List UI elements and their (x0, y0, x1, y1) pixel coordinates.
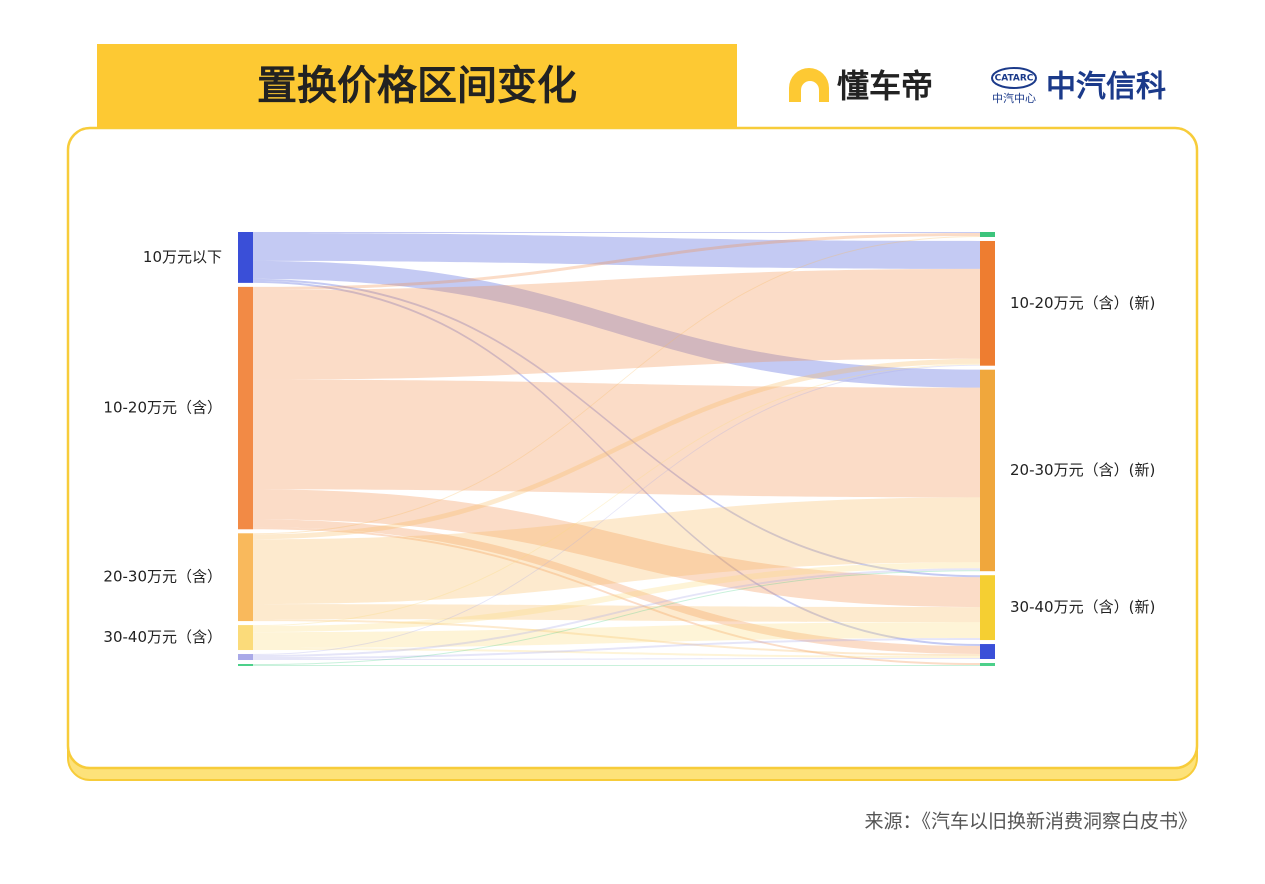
flow (253, 568, 980, 658)
flow (253, 665, 980, 666)
target-node (980, 575, 995, 641)
flow (253, 658, 980, 661)
source-label: 10-20万元（含） (103, 399, 222, 417)
flow (253, 268, 980, 380)
flow (253, 638, 980, 660)
source-note: 来源：《汽车以旧换新消费洞察白皮书》 (864, 811, 1197, 833)
title-bar (97, 44, 737, 128)
source-label: 10万元以下 (143, 248, 222, 266)
flow (253, 497, 980, 605)
flow (253, 232, 980, 290)
brand2-mark: CATARC (995, 74, 1034, 84)
brand1-icon (789, 68, 829, 102)
chart-title: 置换价格区间变化 (257, 63, 577, 109)
source-node (238, 232, 253, 283)
flow (253, 260, 980, 388)
source-label: 20-30万元（含） (103, 568, 222, 586)
brand2: 中汽信科 (1046, 70, 1166, 105)
flow (253, 235, 980, 535)
flow (253, 604, 980, 623)
target-label: 10-20万元（含）(新) (1010, 294, 1155, 312)
source-label: 30-40万元（含） (103, 628, 222, 646)
source-node (238, 625, 253, 651)
source-node (238, 654, 253, 661)
source-node (238, 664, 253, 666)
source-node (238, 286, 253, 530)
flow (253, 619, 980, 657)
flow (253, 363, 980, 627)
target-node (980, 240, 995, 366)
brand2-icon (991, 67, 1037, 89)
flow (253, 562, 980, 633)
flow (253, 648, 980, 659)
flow (253, 364, 980, 656)
source-node (238, 533, 253, 622)
target-label: 30-40万元（含）(新) (1010, 598, 1155, 616)
flow (253, 489, 980, 608)
flow (253, 232, 980, 269)
target-label: 20-30万元（含）(新) (1010, 461, 1155, 479)
flow (253, 358, 980, 540)
target-node (980, 232, 995, 237)
target-node (980, 369, 995, 572)
flow (253, 280, 980, 647)
flow (253, 622, 980, 649)
flow (253, 519, 980, 655)
brand1: 懂车帝 (837, 67, 933, 105)
target-node (980, 644, 995, 660)
flow (253, 232, 980, 233)
flow (253, 278, 980, 578)
flow (253, 570, 980, 666)
flow (253, 527, 980, 666)
target-node (980, 663, 995, 666)
flow (253, 379, 980, 498)
brand2-sub: 中汽中心 (992, 91, 1036, 105)
